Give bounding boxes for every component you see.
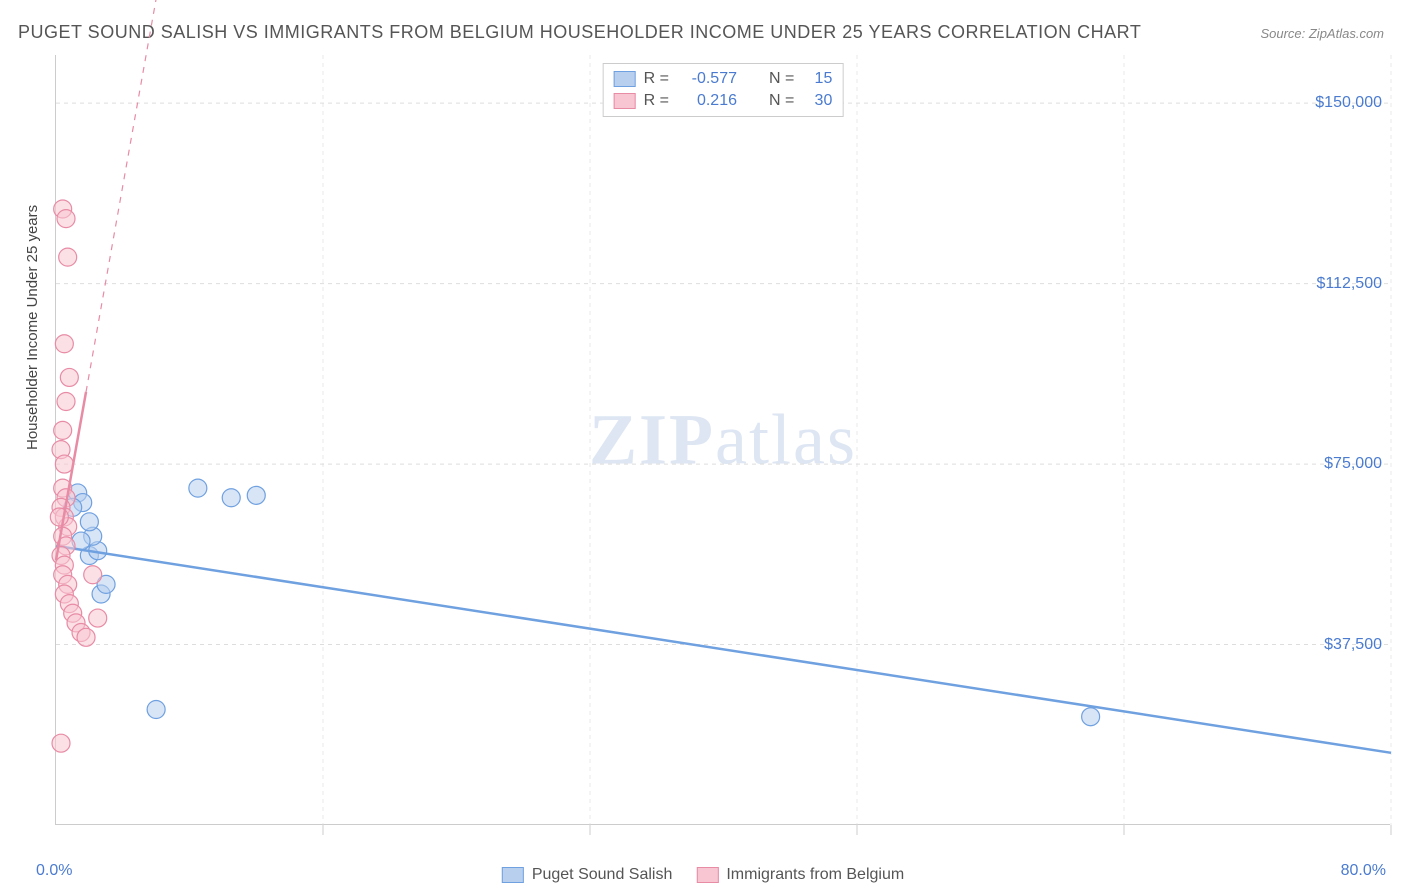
chart-title: PUGET SOUND SALISH VS IMMIGRANTS FROM BE… bbox=[18, 22, 1141, 43]
y-tick-label: $37,500 bbox=[1324, 636, 1382, 654]
legend-series-name: Immigrants from Belgium bbox=[726, 866, 904, 884]
legend-stat-row: R = -0.577N = 15 bbox=[614, 68, 833, 90]
y-tick-label: $112,500 bbox=[1316, 275, 1382, 293]
legend-swatch bbox=[614, 93, 636, 109]
legend-swatch bbox=[614, 71, 636, 87]
x-axis-min-label: 0.0% bbox=[36, 862, 72, 880]
legend-swatch bbox=[696, 867, 718, 883]
source-attribution: Source: ZipAtlas.com bbox=[1260, 26, 1384, 41]
plot-area: ZIPatlas R = -0.577N = 15R = 0.216N = 30… bbox=[55, 55, 1390, 825]
plot-svg bbox=[56, 55, 1390, 824]
correlation-chart: PUGET SOUND SALISH VS IMMIGRANTS FROM BE… bbox=[0, 0, 1406, 892]
legend-stats: R = -0.577N = 15R = 0.216N = 30 bbox=[603, 63, 844, 117]
y-tick-label: $75,000 bbox=[1324, 455, 1382, 473]
y-axis-label: Householder Income Under 25 years bbox=[24, 205, 41, 450]
y-tick-label: $150,000 bbox=[1315, 94, 1382, 112]
legend-series-item: Puget Sound Salish bbox=[502, 866, 673, 884]
legend-swatch bbox=[502, 867, 524, 883]
x-axis-max-label: 80.0% bbox=[1341, 862, 1386, 880]
legend-series: Puget Sound Salish Immigrants from Belgiu… bbox=[502, 866, 904, 884]
legend-series-name: Puget Sound Salish bbox=[532, 866, 673, 884]
legend-series-item: Immigrants from Belgium bbox=[696, 866, 904, 884]
legend-stat-row: R = 0.216N = 30 bbox=[614, 90, 833, 112]
